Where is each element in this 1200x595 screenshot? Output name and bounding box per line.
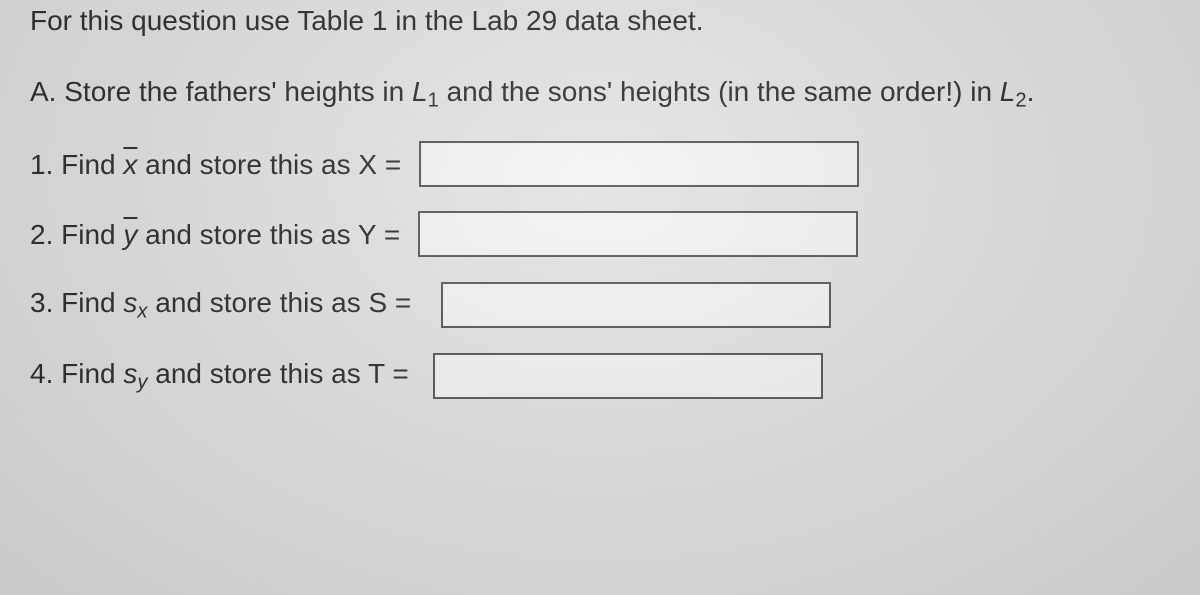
part-a-prefix: A. Store the fathers' heights in [30,76,412,107]
question-2-row: 2. Find y and store this as Y = [30,211,1170,257]
answer-input-y[interactable] [418,211,858,257]
answer-input-s[interactable] [441,282,831,328]
part-a-mid: and the sons' heights (in the same order… [439,76,1000,107]
question-2-label: 2. Find y and store this as Y = [30,213,400,256]
sx-sub: x [137,301,147,323]
ybar-symbol: y [123,219,137,250]
question-1-label: 1. Find x and store this as X = [30,143,401,186]
q1-num: 1. Find [30,149,123,180]
q3-num: 3. Find [30,287,123,318]
l2-symbol: L [1000,76,1016,107]
sy-s: s [123,358,137,389]
l2-subscript: 2 [1015,90,1026,112]
intro-text: For this question use Table 1 in the Lab… [30,0,1170,42]
question-3-row: 3. Find sx and store this as S = [30,281,1170,328]
sy-sub: y [137,372,147,394]
xbar-symbol: x [123,149,137,180]
q2-num: 2. Find [30,219,123,250]
question-1-row: 1. Find x and store this as X = [30,141,1170,187]
q4-num: 4. Find [30,358,123,389]
question-3-label: 3. Find sx and store this as S = [30,281,411,328]
sx-s: s [123,287,137,318]
part-a-period: . [1027,76,1035,107]
part-a-text: A. Store the fathers' heights in L1 and … [30,70,1170,117]
q4-tail: and store this as T = [147,358,408,389]
question-4-label: 4. Find sy and store this as T = [30,352,409,399]
l1-symbol: L [412,76,428,107]
q2-tail: and store this as Y = [137,219,400,250]
q1-tail: and store this as X = [137,149,401,180]
l1-subscript: 1 [428,90,439,112]
q3-tail: and store this as S = [147,287,411,318]
answer-input-x[interactable] [419,141,859,187]
answer-input-t[interactable] [433,353,823,399]
question-4-row: 4. Find sy and store this as T = [30,352,1170,399]
